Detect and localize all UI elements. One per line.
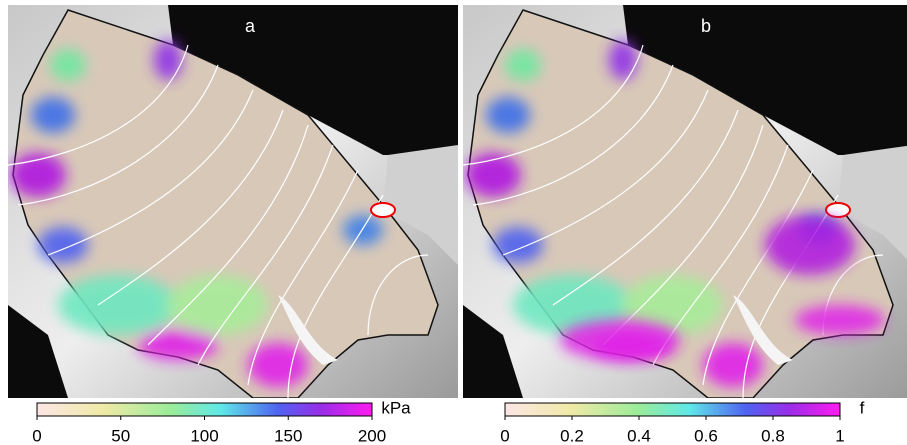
tick-label: 0.6	[694, 426, 718, 445]
map-panel	[8, 5, 458, 398]
map-image	[8, 5, 458, 398]
tick-label: 200	[358, 426, 386, 445]
tick-label: 0.4	[627, 426, 651, 445]
map-panel	[463, 5, 907, 398]
colorbar	[36, 402, 373, 417]
colorbar-unit: kPa	[381, 398, 411, 417]
tick-label: 100	[190, 426, 218, 445]
tick-label: 0.8	[761, 426, 785, 445]
tick-label: 0.2	[560, 426, 584, 445]
colorbar	[504, 402, 841, 417]
tick-label: 0	[500, 426, 509, 445]
map-overlay	[560, 215, 885, 360]
tick-label: 150	[274, 426, 302, 445]
colorbar-unit: f	[860, 398, 865, 417]
tick-label: 0	[32, 426, 41, 445]
map-image	[463, 5, 907, 398]
panel-label: b	[701, 16, 711, 36]
panel-label: a	[245, 16, 256, 36]
tick-label: 1	[835, 426, 844, 445]
tick-label: 50	[111, 426, 130, 445]
